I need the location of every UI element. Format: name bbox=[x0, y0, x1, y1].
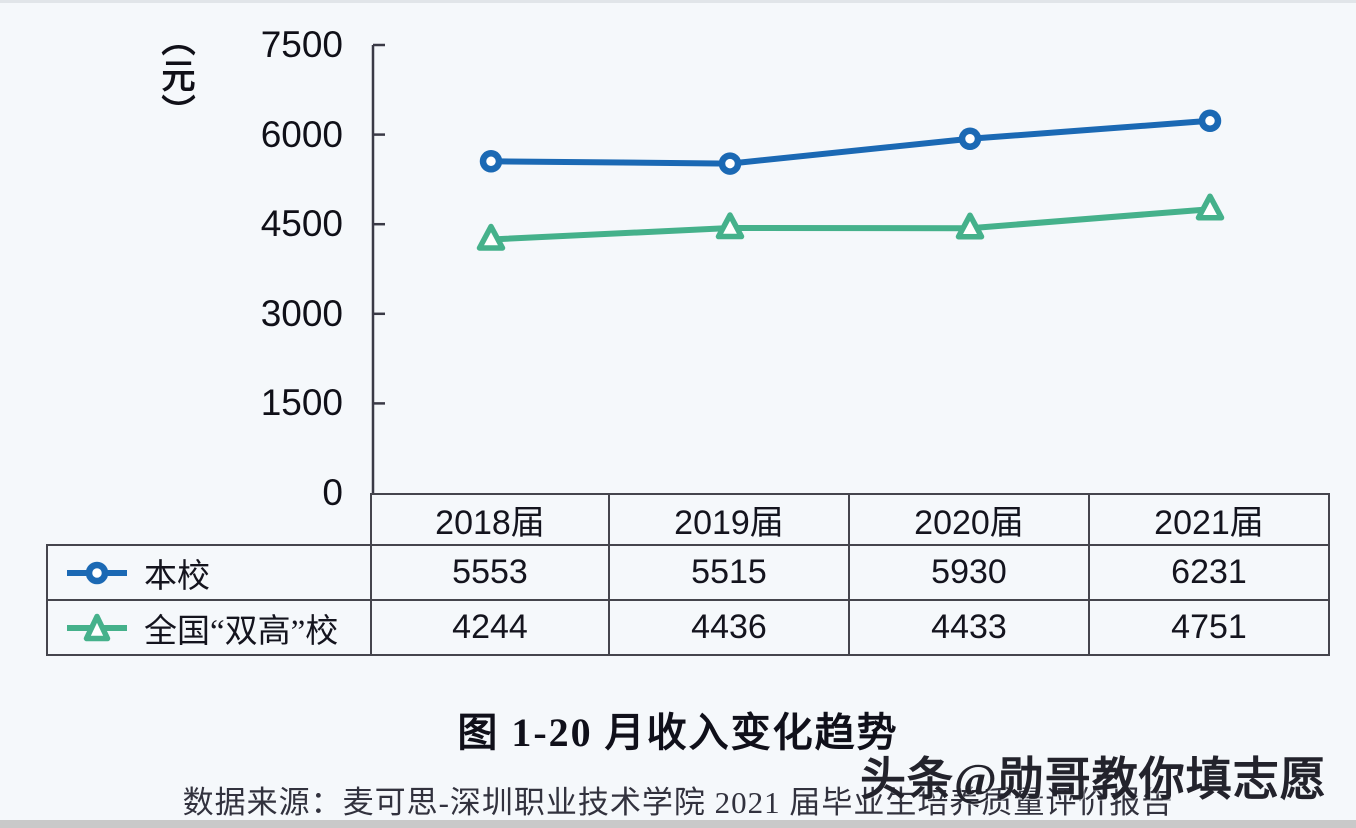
column-header-2020: 2020届 bbox=[850, 493, 1090, 546]
y-tick-label: 1500 bbox=[260, 382, 343, 424]
triangle-marker-icon bbox=[67, 613, 127, 641]
value-national-2020: 4433 bbox=[850, 601, 1090, 656]
table-corner-cell bbox=[46, 493, 372, 546]
legend-item-school: 本校 bbox=[46, 546, 372, 601]
legend-label-school: 本校 bbox=[144, 558, 210, 595]
value-school-2019: 5515 bbox=[610, 546, 850, 601]
figure-caption: 图 1-20 月收入变化趋势 bbox=[457, 710, 899, 755]
photo-edge-bottom bbox=[0, 820, 1356, 828]
y-tick-label: 3000 bbox=[260, 292, 343, 334]
y-tick-label: 6000 bbox=[260, 113, 343, 155]
column-header-2019: 2019届 bbox=[610, 493, 850, 546]
y-axis-unit-label: （元） bbox=[156, 22, 193, 130]
y-tick-label: 4500 bbox=[260, 203, 343, 245]
photo-edge-top bbox=[0, 0, 1356, 3]
data-table: 2018届 2019届 2020届 2021届 本校 5553 5515 593… bbox=[46, 493, 1330, 656]
data-source-text: 数据来源：麦可思-深圳职业技术学院 2021 届毕业生培养质量评价报告 bbox=[182, 785, 1174, 820]
value-national-2018: 4244 bbox=[372, 601, 610, 656]
column-header-2018: 2018届 bbox=[372, 493, 610, 546]
y-tick-label: 7500 bbox=[260, 24, 343, 65]
circle-marker-icon bbox=[67, 561, 127, 584]
value-school-2020: 5930 bbox=[850, 546, 1090, 601]
value-national-2021: 4751 bbox=[1090, 601, 1330, 656]
value-national-2019: 4436 bbox=[610, 601, 850, 656]
column-header-2021: 2021届 bbox=[1090, 493, 1330, 546]
watermark-text: 头条@勋哥教你填志愿 bbox=[860, 754, 1327, 805]
line-chart bbox=[371, 43, 1225, 493]
value-school-2018: 5553 bbox=[372, 546, 610, 601]
legend-item-national: 全国“双高”校 bbox=[46, 601, 372, 656]
legend-label-national: 全国“双高”校 bbox=[144, 613, 339, 650]
y-tick-label: 0 bbox=[322, 472, 343, 513]
value-school-2021: 6231 bbox=[1090, 546, 1330, 601]
